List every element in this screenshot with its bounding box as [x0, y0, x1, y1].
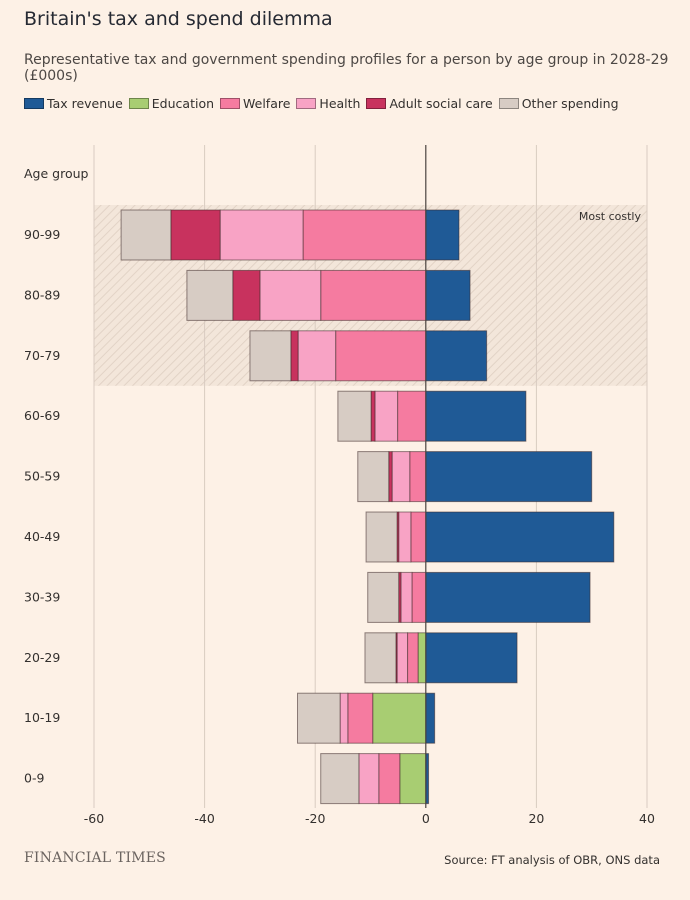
legend-label: Tax revenue	[47, 96, 123, 111]
bar-tax-revenue-30-39	[425, 571, 591, 623]
bar-health-60-69	[374, 390, 399, 442]
bar-education-0-9	[399, 753, 427, 805]
bar-education-20-29	[417, 632, 427, 684]
legend-label: Health	[319, 96, 361, 111]
category-label: 40-49	[24, 529, 60, 544]
bar-welfare-20-29	[407, 632, 419, 684]
y-axis-label: Age group	[24, 166, 89, 181]
bar-tax-revenue-90-99	[425, 209, 460, 261]
bar-adult-social-care-90-99	[170, 209, 221, 261]
bar-welfare-40-49	[410, 511, 427, 563]
category-label: 10-19	[24, 710, 60, 725]
bar-adult-social-care-60-69	[370, 390, 376, 442]
category-label: 60-69	[24, 408, 60, 423]
bar-tax-revenue-70-79	[425, 330, 488, 382]
x-tick-label: 40	[639, 811, 655, 826]
legend-item-health: Health	[296, 96, 360, 111]
bar-adult-social-care-70-79	[290, 330, 299, 382]
bar-welfare-30-39	[411, 571, 427, 623]
bar-welfare-60-69	[397, 390, 427, 442]
annotation-most-costly: Most costly	[579, 210, 642, 223]
legend-label: Welfare	[243, 96, 291, 111]
legend-swatch	[296, 98, 317, 109]
x-tick-label: -40	[194, 811, 214, 826]
x-tick-label: 20	[528, 811, 544, 826]
bar-tax-revenue-50-59	[425, 451, 593, 503]
bar-welfare-80-89	[320, 269, 427, 321]
bar-health-40-49	[398, 511, 412, 563]
bar-tax-revenue-40-49	[425, 511, 615, 563]
legend-item-tax-revenue: Tax revenue	[24, 96, 123, 111]
bar-other-spending-90-99	[120, 209, 172, 261]
x-tick-label: -20	[305, 811, 325, 826]
legend: Tax revenue Education Welfare Health Adult s…	[24, 96, 619, 111]
category-label: 30-39	[24, 589, 60, 604]
bar-other-spending-20-29	[364, 632, 397, 684]
bar-welfare-0-9	[378, 753, 401, 805]
bar-other-spending-30-39	[367, 571, 400, 623]
bar-health-90-99	[219, 209, 304, 261]
bar-health-70-79	[297, 330, 337, 382]
bar-other-spending-0-9	[320, 753, 360, 805]
bar-adult-social-care-80-89	[232, 269, 261, 321]
bar-other-spending-70-79	[249, 330, 292, 382]
source-note: Source: FT analysis of OBR, ONS data	[444, 853, 660, 867]
chart-title: Britain's tax and spend dilemma	[24, 8, 333, 30]
bar-welfare-70-79	[335, 330, 427, 382]
category-label: 80-89	[24, 287, 60, 302]
bar-health-10-19	[339, 692, 349, 744]
bar-health-20-29	[396, 632, 409, 684]
category-label: 90-99	[24, 227, 60, 242]
bar-health-80-89	[259, 269, 322, 321]
category-label: 50-59	[24, 469, 60, 484]
category-label: 20-29	[24, 650, 60, 665]
legend-swatch	[128, 98, 149, 109]
bar-other-spending-80-89	[186, 269, 234, 321]
legend-swatch	[498, 98, 519, 109]
legend-label: Other spending	[521, 96, 619, 111]
bar-welfare-10-19	[347, 692, 374, 744]
legend-label: Adult social care	[389, 96, 493, 111]
bar-tax-revenue-10-19	[425, 692, 436, 744]
category-label: 0-9	[24, 771, 44, 786]
bar-education-10-19	[372, 692, 427, 744]
legend-swatch	[220, 98, 241, 109]
bar-health-0-9	[358, 753, 380, 805]
bar-tax-revenue-60-69	[425, 390, 527, 442]
category-label: 70-79	[24, 348, 60, 363]
legend-swatch	[366, 98, 387, 109]
bar-tax-revenue-80-89	[425, 269, 471, 321]
legend-item-adult-social-care: Adult social care	[366, 96, 493, 111]
legend-label: Education	[151, 96, 215, 111]
x-tick-label: 0	[422, 811, 430, 826]
bar-health-50-59	[391, 451, 411, 503]
bar-other-spending-50-59	[357, 451, 390, 503]
legend-item-other-spending: Other spending	[498, 96, 619, 111]
bar-welfare-90-99	[302, 209, 427, 261]
x-tick-label: -60	[84, 811, 104, 826]
bar-other-spending-10-19	[297, 692, 341, 744]
bar-welfare-50-59	[409, 451, 427, 503]
bar-other-spending-40-49	[365, 511, 398, 563]
chart-subtitle: Representative tax and government spendi…	[24, 52, 669, 84]
legend-swatch	[24, 98, 44, 109]
bar-tax-revenue-20-29	[425, 632, 518, 684]
ft-logo: FINANCIAL TIMES	[24, 850, 166, 866]
legend-item-welfare: Welfare	[220, 96, 290, 111]
bar-health-30-39	[400, 571, 413, 623]
bar-other-spending-60-69	[337, 390, 372, 442]
legend-item-education: Education	[128, 96, 215, 111]
